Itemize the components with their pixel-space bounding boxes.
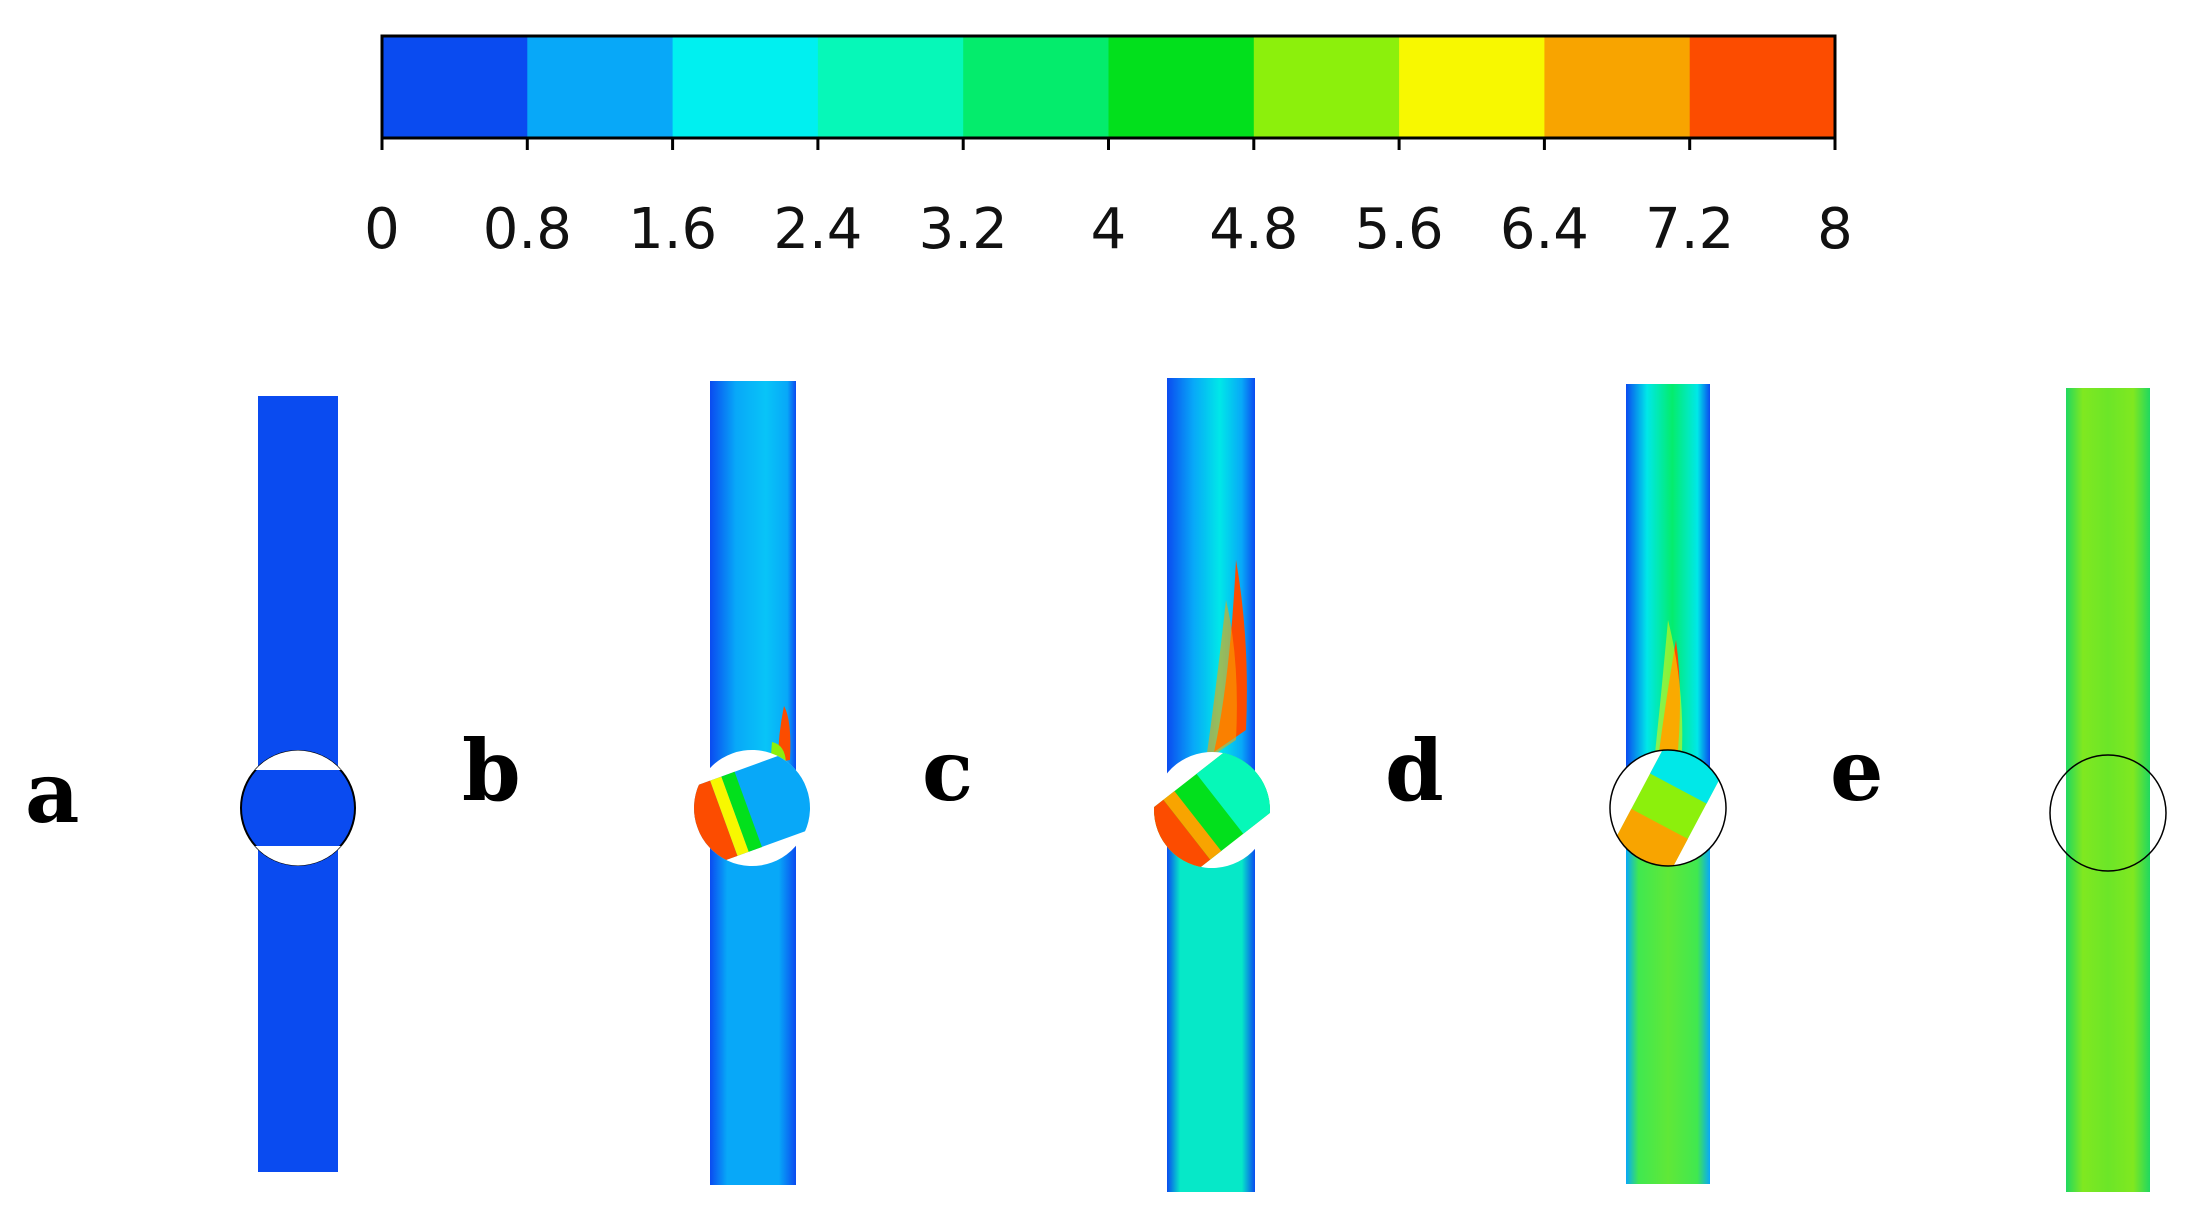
panel-label-b: b bbox=[462, 721, 521, 820]
jet-c-halo bbox=[1206, 600, 1237, 760]
colorbar-tick-label: 0.8 bbox=[483, 197, 572, 262]
colorbar-tick-label: 1.6 bbox=[628, 197, 717, 262]
colorbar: 0 0.8 1.6 2.4 3.2 4 4.8 5.6 6.4 7.2 8 bbox=[364, 34, 1853, 262]
colorbar-tick-label: 4 bbox=[1091, 197, 1127, 262]
pipe-e bbox=[2066, 388, 2150, 1192]
pipe-c-lower bbox=[1167, 808, 1255, 1192]
colorbar-segment bbox=[1544, 36, 1691, 138]
panel-b-contour bbox=[683, 381, 821, 1185]
colorbar-segment bbox=[963, 36, 1109, 138]
colorbar-tick-label: 0 bbox=[364, 197, 400, 262]
colorbar-tick-label: 7.2 bbox=[1645, 197, 1734, 262]
pipe-d-lower bbox=[1626, 804, 1710, 1184]
panel-label-e: e bbox=[1830, 721, 1883, 820]
panel-label-c: c bbox=[922, 721, 973, 820]
colorbar-tick-label: 2.4 bbox=[773, 197, 862, 262]
colorbar-segment bbox=[527, 36, 674, 138]
colorbar-segment bbox=[1108, 36, 1255, 138]
valve-disc-d bbox=[1609, 741, 1727, 875]
colorbar-tick-label: 4.8 bbox=[1209, 197, 1298, 262]
panel-a-contour bbox=[240, 396, 356, 1172]
valve-gap-a-top bbox=[255, 750, 341, 770]
valve-disc-c bbox=[1142, 744, 1282, 876]
pipe-b-lower bbox=[710, 811, 796, 1185]
colorbar-segment bbox=[1689, 36, 1836, 138]
colorbar-tick-label: 8 bbox=[1817, 197, 1853, 262]
panel-e-contour bbox=[2049, 388, 2167, 1192]
valve-gap-a-bottom bbox=[255, 846, 341, 866]
colorbar-segment bbox=[817, 36, 964, 138]
colorbar-tick-label: 5.6 bbox=[1355, 197, 1444, 262]
valve-disc-b bbox=[683, 750, 821, 866]
panel-c-contour bbox=[1142, 378, 1282, 1192]
panel-label-d: d bbox=[1385, 721, 1444, 820]
colorbar-segment bbox=[672, 36, 819, 138]
colorbar-tick-label: 6.4 bbox=[1500, 197, 1589, 262]
panel-d-contour bbox=[1609, 384, 1727, 1184]
panel-label-a: a bbox=[25, 743, 79, 842]
valve-disc-e-outline bbox=[2049, 754, 2167, 872]
colorbar-segment bbox=[1253, 36, 1400, 138]
colorbar-segment bbox=[382, 36, 528, 138]
colorbar-segment bbox=[1399, 36, 1545, 138]
colorbar-tick-label: 3.2 bbox=[919, 197, 1008, 262]
